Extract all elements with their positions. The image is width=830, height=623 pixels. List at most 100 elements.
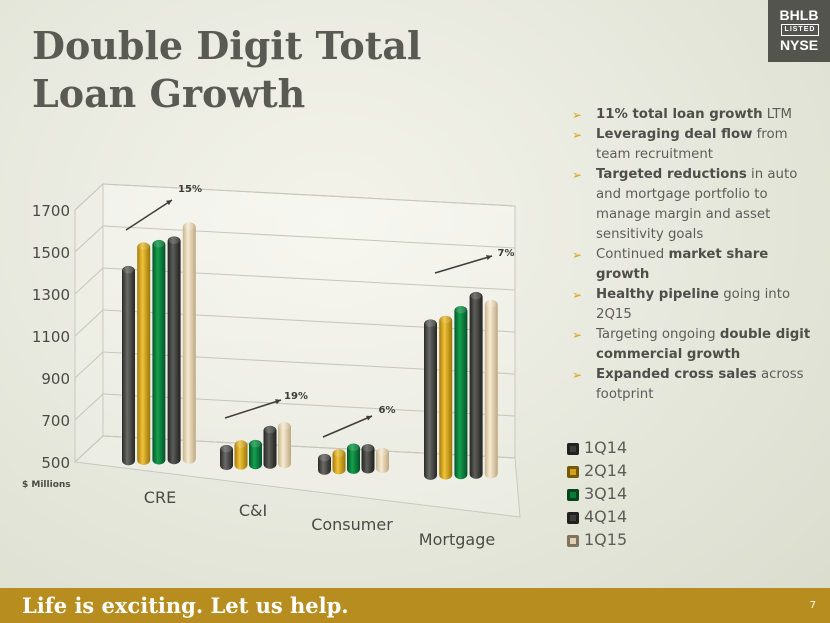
bar-top bbox=[264, 426, 276, 434]
gridline-side bbox=[74, 267, 104, 295]
bar-top bbox=[153, 240, 165, 248]
bar-top bbox=[440, 316, 452, 324]
bar-group bbox=[220, 422, 291, 471]
legend-swatch bbox=[567, 488, 579, 501]
bar-top bbox=[485, 300, 497, 308]
title-line-2: Loan Growth bbox=[32, 71, 306, 116]
bullet-item: ➢ Continued market share growth bbox=[572, 247, 769, 282]
bar bbox=[332, 449, 346, 475]
bar bbox=[318, 453, 331, 475]
bar bbox=[220, 444, 233, 471]
arrow-bullet-icon: ➢ bbox=[572, 128, 583, 142]
footer-bar: Life is exciting. Let us help. 7 bbox=[0, 588, 830, 623]
legend-item: 3Q14 bbox=[567, 482, 627, 505]
arrow-bullet-icon: ➢ bbox=[572, 328, 583, 342]
bar bbox=[484, 299, 498, 479]
key-points-list: ➢ 11% total loan growth LTM ➢ Leveraging d… bbox=[572, 105, 812, 405]
y-axis-label: $ Millions bbox=[22, 480, 71, 490]
bar bbox=[167, 236, 181, 465]
bar bbox=[469, 291, 483, 479]
bar-top bbox=[377, 448, 388, 456]
bar bbox=[347, 443, 360, 474]
y-tick-label: 1700 bbox=[32, 202, 70, 220]
bullet-item: ➢ Healthy pipeline going into 2Q15 bbox=[572, 287, 791, 322]
growth-arrow-line bbox=[224, 399, 282, 419]
y-tick-label: 900 bbox=[41, 370, 70, 388]
nyse-listed-logo: BHLB LISTED NYSE bbox=[768, 0, 830, 62]
bar-top bbox=[425, 319, 436, 327]
arrow-bullet-icon: ➢ bbox=[572, 248, 583, 262]
bar bbox=[152, 239, 166, 465]
x-tick-label: C&I bbox=[239, 501, 267, 520]
bar-group bbox=[318, 443, 389, 475]
bar-top bbox=[279, 422, 290, 430]
logo-exchange: NYSE bbox=[779, 37, 819, 53]
bar bbox=[263, 425, 277, 469]
bar bbox=[137, 242, 151, 465]
bar-top bbox=[123, 266, 134, 274]
bar bbox=[424, 319, 437, 480]
arrow-bullet-icon: ➢ bbox=[572, 108, 583, 122]
gridline-side bbox=[74, 351, 104, 379]
y-tick-label: 500 bbox=[41, 454, 70, 472]
arrow-bullet-icon: ➢ bbox=[572, 368, 583, 382]
bar-top bbox=[333, 449, 345, 457]
growth-label: 7% bbox=[498, 248, 515, 259]
gridline-side bbox=[74, 309, 104, 337]
x-tick-label: Mortgage bbox=[419, 530, 495, 549]
gridline-side bbox=[74, 393, 104, 421]
logo-listed: LISTED bbox=[781, 24, 819, 36]
bar-top bbox=[138, 242, 150, 250]
bar bbox=[122, 265, 135, 466]
logo-ticker: BHLB bbox=[779, 7, 819, 23]
bullet-item: ➢ 11% total loan growth LTM bbox=[572, 105, 812, 125]
growth-arrowhead-icon bbox=[486, 255, 492, 261]
bar bbox=[376, 447, 389, 474]
legend-swatch bbox=[567, 534, 579, 547]
x-tick-label: CRE bbox=[144, 488, 176, 507]
legend-item: 1Q15 bbox=[567, 528, 627, 551]
gridline bbox=[102, 183, 516, 207]
chart-legend: 1Q14 2Q14 3Q14 4Q14 1Q15 bbox=[567, 436, 627, 551]
bar bbox=[439, 315, 453, 480]
loan-growth-chart: 500 700 900 1100 1300 1500 1700 CRE C&I Consumer… bbox=[22, 182, 521, 549]
page-number: 7 bbox=[809, 600, 816, 611]
legend-item: 4Q14 bbox=[567, 505, 627, 528]
y-tick-label: 700 bbox=[41, 412, 70, 430]
bar-top bbox=[362, 444, 374, 452]
bar-top bbox=[235, 440, 247, 448]
gridline-side bbox=[74, 435, 104, 463]
bar-top bbox=[319, 454, 330, 462]
growth-arrow-line bbox=[125, 199, 173, 231]
bar-top bbox=[348, 444, 359, 452]
legend-item: 1Q14 bbox=[567, 436, 627, 459]
bullet-item: ➢ Targeting ongoing double digit commerci… bbox=[572, 327, 811, 362]
arrow-bullet-icon: ➢ bbox=[572, 288, 583, 302]
bar-group bbox=[122, 222, 196, 466]
growth-arrowhead-icon bbox=[275, 399, 281, 405]
bullet-item: ➢ Expanded cross sales across footprint bbox=[572, 367, 804, 402]
bar bbox=[249, 439, 262, 470]
bar-top bbox=[455, 306, 467, 314]
legend-swatch bbox=[567, 511, 579, 524]
growth-label: 19% bbox=[284, 391, 308, 402]
growth-arrowhead-icon bbox=[166, 200, 172, 206]
bullet-item: ➢ Targeted reductions in auto and mortgag… bbox=[572, 167, 798, 242]
legend-swatch bbox=[567, 465, 579, 478]
growth-arrow-line bbox=[434, 255, 493, 274]
bar-top bbox=[221, 445, 232, 453]
arrow-bullet-icon: ➢ bbox=[572, 168, 583, 182]
y-tick-label: 1500 bbox=[32, 244, 70, 262]
growth-arrowhead-icon bbox=[366, 415, 372, 421]
gridline bbox=[102, 225, 516, 249]
page-title: Double Digit Total Loan Growth bbox=[32, 22, 421, 118]
bar-group bbox=[424, 291, 498, 480]
footer-slogan: Life is exciting. Let us help. bbox=[22, 593, 349, 618]
title-line-1: Double Digit Total bbox=[32, 23, 422, 68]
bar bbox=[234, 440, 248, 470]
bar bbox=[278, 422, 291, 469]
growth-label: 6% bbox=[379, 405, 396, 416]
bar-top bbox=[183, 222, 195, 230]
bar-top bbox=[470, 292, 482, 300]
y-tick-label: 1100 bbox=[32, 328, 70, 346]
